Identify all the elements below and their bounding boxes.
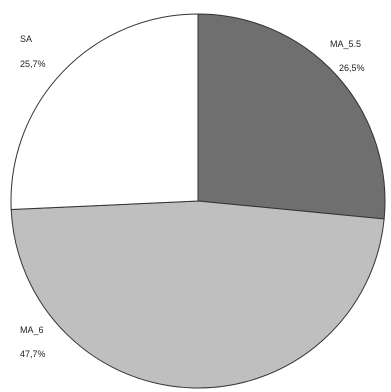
pie-slices (10, 13, 386, 389)
slice-label-ma-6: MA_6 (20, 325, 44, 335)
slice-label-ma-5-5: MA_5.5 (330, 39, 361, 49)
slice-value-ma-6: 47,7% (20, 349, 46, 359)
slice-value-ma-5-5: 26,5% (339, 63, 365, 73)
slice-label-sa: SA (20, 34, 32, 44)
pie-slice-sa (10, 13, 199, 211)
pie-slice-ma-5-5 (197, 13, 386, 220)
pie-slice-ma-6 (10, 200, 385, 389)
slice-value-sa: 25,7% (20, 59, 46, 69)
